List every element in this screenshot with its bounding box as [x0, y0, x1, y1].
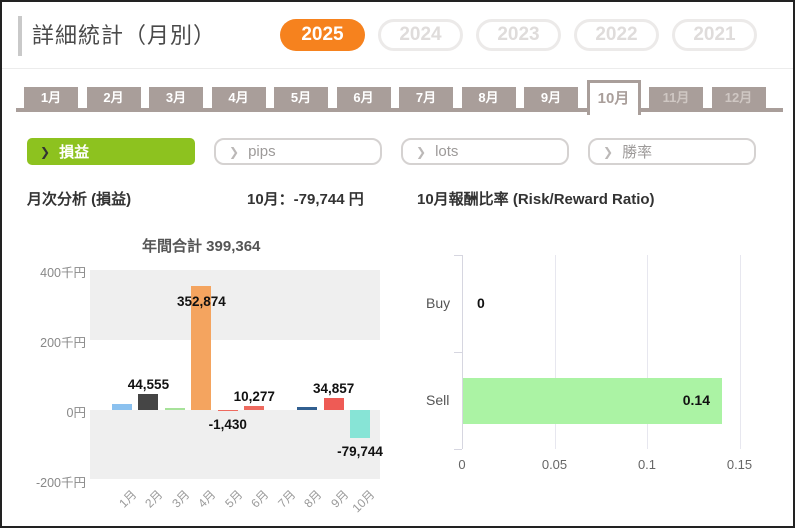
x-axis-tick-label: 7月 [274, 487, 299, 511]
chevron-right-icon: ❯ [416, 144, 427, 159]
risk-reward-heading: 10月報酬比率 (Risk/Reward Ratio) [417, 191, 655, 208]
chevron-right-icon: ❯ [603, 144, 614, 159]
y-axis-tick-label: 200千円 [40, 336, 86, 350]
y-axis-tick-label: 0円 [66, 406, 86, 420]
x-axis-tick-label: 6月 [248, 487, 272, 511]
bar-1月 [112, 404, 132, 410]
month-tab-5月[interactable]: 5月 [274, 87, 328, 108]
filter-lots[interactable]: ❯ lots [401, 138, 569, 165]
x-axis-tick-label: 2月 [142, 487, 166, 511]
filter-pips[interactable]: ❯ pips [214, 138, 382, 165]
title-accent-bar [18, 16, 22, 56]
bar-value-label: -79,744 [337, 443, 383, 459]
x-axis-tick-label: 0.15 [726, 457, 753, 472]
bar-5月 [217, 410, 238, 411]
month-tabs-underline [16, 108, 783, 112]
bar-9月 [323, 397, 344, 410]
month-tab-12月: 12月 [711, 87, 766, 108]
bar-sell [463, 377, 722, 424]
x-axis-tick-label: 0.1 [637, 457, 657, 472]
y-axis-tick-label: -200千円 [35, 476, 86, 490]
year-pill-2024[interactable]: 2024 [378, 19, 463, 51]
x-axis-tick-label: 9月 [327, 487, 351, 511]
y-axis-tick-label: 400千円 [40, 266, 86, 280]
filter-label: 勝率 [622, 144, 653, 161]
bar-value-label: 10,277 [233, 389, 275, 405]
month-tabs: 1月 2月 3月 4月 5月 6月 7月 8月 9月 10月 11月 12月 [24, 80, 766, 115]
x-axis-tick-label: 5月 [221, 487, 246, 511]
category-label-sell: Sell [426, 391, 450, 408]
x-axis-tick-label: 3月 [169, 487, 193, 511]
month-tab-1月[interactable]: 1月 [24, 87, 78, 108]
month-tab-4月[interactable]: 4月 [211, 87, 266, 108]
header-divider [2, 68, 793, 69]
y-axis-tick-mark [454, 449, 462, 450]
bar-value-label: 0 [477, 294, 485, 311]
bar-value-label: 0.14 [682, 391, 710, 408]
y-axis-tick-mark [454, 352, 462, 353]
x-gridline [739, 255, 741, 449]
month-tab-8月[interactable]: 8月 [461, 87, 516, 108]
x-axis-tick-label: 0.05 [541, 457, 568, 472]
bar-value-label: -1,430 [208, 416, 247, 432]
x-axis-tick-label: 1月 [116, 487, 140, 511]
year-pill-2021[interactable]: 2021 [672, 19, 757, 51]
filter-損益[interactable]: ❯ 損益 [27, 138, 195, 165]
year-pill-2023[interactable]: 2023 [476, 19, 561, 51]
bar-value-label: 44,555 [127, 377, 170, 393]
chevron-right-icon: ❯ [40, 144, 51, 159]
x-axis-tick-label: 0 [458, 457, 466, 472]
bar-2月 [138, 394, 159, 410]
year-pill-2022[interactable]: 2022 [574, 19, 659, 51]
month-tab-2月[interactable]: 2月 [86, 87, 141, 108]
month-tab-11月: 11月 [649, 87, 703, 108]
filter-label: lots [435, 143, 459, 160]
filter-label: pips [248, 143, 276, 160]
bar-6月 [244, 406, 265, 410]
bar-value-label: 34,857 [312, 380, 355, 396]
month-tab-7月[interactable]: 7月 [399, 87, 453, 108]
bar-8月 [297, 406, 318, 410]
filter-label: 損益 [59, 144, 90, 161]
bar-3月 [164, 407, 185, 410]
chevron-right-icon: ❯ [229, 144, 240, 159]
y-axis-line [462, 255, 463, 449]
y-axis-tick-mark [454, 255, 462, 256]
month-total-value: 10月：-79,744 円 [247, 191, 364, 208]
x-gridline [647, 255, 648, 449]
pl-plot-area [90, 270, 380, 479]
category-label-buy: Buy [426, 294, 451, 311]
year-pill-2025[interactable]: 2025 [280, 19, 365, 51]
bar-10月 [350, 410, 371, 438]
month-tab-9月[interactable]: 9月 [524, 87, 578, 108]
month-tab-3月[interactable]: 3月 [149, 87, 203, 108]
year-selector: 2025 2024 2023 2022 2021 [280, 19, 757, 51]
month-tab-6月[interactable]: 6月 [336, 87, 391, 108]
bar-4月 [191, 286, 212, 410]
annual-total-label: 年間合計 399,364 [142, 238, 261, 255]
filter-勝率[interactable]: ❯ 勝率 [588, 138, 756, 165]
monthly-analysis-heading: 月次分析 (損益) [27, 191, 132, 208]
x-gridline [554, 255, 556, 449]
x-axis-tick-label: 8月 [301, 487, 325, 511]
bar-value-label: 352,874 [176, 294, 226, 310]
page-title: 詳細統計（月別） [32, 23, 217, 48]
metric-filter-row: ❯ 損益 ❯ pips ❯ lots ❯ 勝率 [27, 138, 756, 165]
x-axis-tick-label: 10月 [349, 487, 378, 516]
month-tab-10月[interactable]: 10月 [586, 80, 641, 115]
x-axis-tick-label: 4月 [195, 487, 219, 511]
